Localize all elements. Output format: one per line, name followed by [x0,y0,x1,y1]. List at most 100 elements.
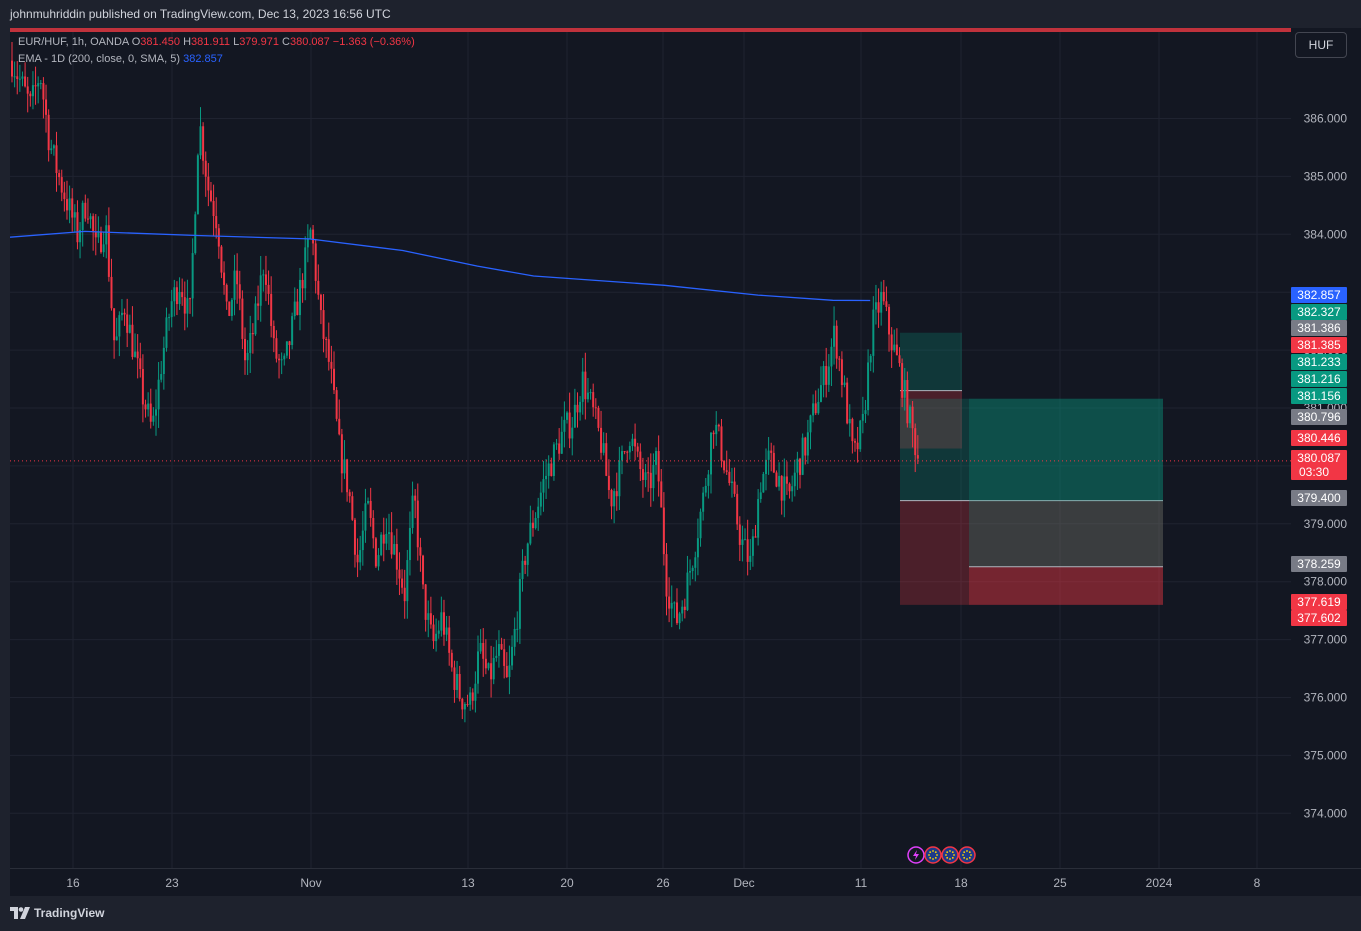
candle-body [537,506,540,519]
candle-body [427,613,430,620]
candle-body [244,338,247,361]
candle-body [65,199,68,211]
candle-body [545,475,548,480]
price-tick-label: 376.000 [1304,691,1348,705]
candle-body [864,410,867,414]
time-axis[interactable]: 16 23 Nov 13 20 26 Dec 11 18 25 2024 8 [10,868,1291,896]
position-profit-zone[interactable] [969,398,1163,567]
events-row[interactable] [907,846,976,864]
ema-line[interactable] [10,230,871,302]
candle-body [600,427,603,453]
candle-body [495,655,498,658]
price-axis[interactable]: 374.000 375.000 376.000 377.000 378.000 379.0… [1291,28,1361,868]
eu-flag-icon[interactable] [941,846,959,864]
candle-body [647,472,650,474]
price-label-text: 380.087 [1297,451,1341,465]
candle-body [335,390,338,419]
candle-body [770,450,773,453]
countdown-text: 03:30 [1299,465,1329,479]
tradingview-brand[interactable]: TradingView [10,906,104,920]
candle-body [115,336,118,341]
candle-body [236,270,239,285]
candle-body [825,366,828,385]
time-tick-label: 8 [1254,876,1261,890]
candle-body [398,569,401,579]
price-label-text: 382.327 [1297,305,1341,319]
candle-body [757,499,760,538]
candle-body [275,338,278,359]
candle-body [173,287,176,302]
candle-body [395,544,398,570]
candle-body [694,557,697,568]
position-tools[interactable] [900,332,1163,605]
lightning-icon[interactable] [907,846,925,864]
position-stop-zone[interactable] [969,566,1163,605]
candle-body [330,361,333,369]
candle-body [576,404,579,413]
candle-body [835,325,838,359]
position-profit-zone[interactable] [900,398,1163,501]
candle-body [778,475,781,487]
candle-body [806,432,809,456]
candle-body [584,371,587,400]
candle-body [657,451,660,482]
candle-body [589,392,592,394]
candle-body [346,459,349,493]
candle-body [230,299,233,316]
candle-body [916,455,919,459]
candle-body [888,306,891,335]
candle-body [429,613,432,625]
candle-body [723,460,726,471]
chart-legend: EUR/HUF, 1h, OANDA O381.450 H381.911 L37… [18,34,415,68]
candle-body [356,554,359,563]
candle-body [191,253,194,299]
price-label-text: 381.216 [1297,372,1341,386]
price-label-text: 377.602 [1297,611,1341,625]
candle-body [840,359,843,385]
chart-pane[interactable] [10,28,1291,868]
candle-body [92,216,95,233]
position-stop-zone[interactable] [900,500,1163,605]
candle-body [785,476,788,484]
legend-symbol-row: EUR/HUF, 1h, OANDA O381.450 H381.911 L37… [18,34,415,51]
currency-button[interactable]: HUF [1295,32,1347,58]
price-chart[interactable] [10,28,1291,868]
candle-body [660,481,663,508]
price-axis-labels: 374.000 375.000 376.000 377.000 378.000 379.0… [1291,112,1348,820]
eu-star [934,856,937,859]
legend-indicator[interactable]: EMA - 1D (200, close, 0, SMA, 5) [18,53,181,65]
time-axis-labels: 16 23 Nov 13 20 26 Dec 11 18 25 2024 8 [66,876,1261,890]
time-tick-label: 2024 [1146,876,1173,890]
candle-body [340,434,343,474]
candle-body [893,344,896,351]
price-label-text: 381.385 [1297,338,1341,352]
candle-body [110,276,113,309]
eu-star [929,856,932,859]
candle-body [906,380,909,424]
candles[interactable] [11,41,919,723]
candle-body [547,463,550,476]
candle-body [856,442,859,450]
candle-body [780,475,783,501]
candle-body [874,302,877,310]
candle-body [610,490,613,507]
candle-body [52,145,55,149]
candle-body [416,500,419,548]
brand-label: TradingView [34,906,105,920]
candle-body [563,419,566,432]
candle-body [186,298,189,314]
eu-flag-icon-circle [924,846,942,864]
candle-body [317,280,320,295]
candle-body [215,216,218,229]
candle-body [641,469,644,480]
candle-body [406,560,409,602]
candle-body [914,428,917,456]
candle-body [686,572,689,610]
candle-body [424,584,427,620]
candle-body [558,443,561,454]
position-profit-zone[interactable] [900,332,962,391]
eu-flag-icon[interactable] [958,846,976,864]
candle-body [511,646,514,666]
legend-symbol[interactable]: EUR/HUF, 1h, OANDA [18,36,129,48]
eu-flag-icon[interactable] [924,846,942,864]
